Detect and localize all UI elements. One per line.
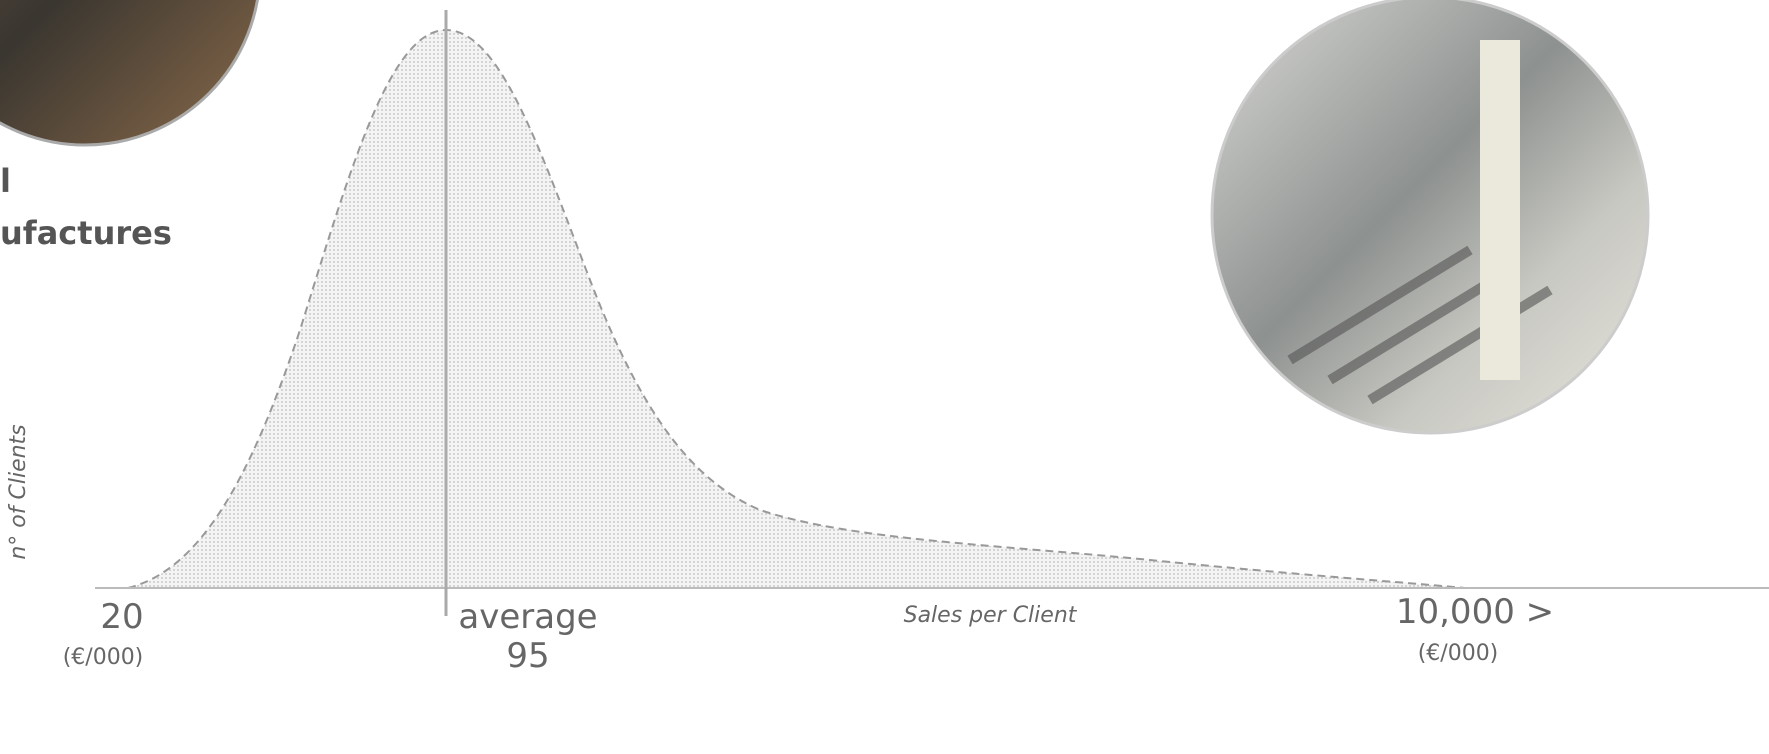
x-max-unit: (€/000) bbox=[1418, 641, 1499, 666]
average-value: 95 bbox=[506, 636, 549, 676]
x-max-label: 10,000 > bbox=[1396, 592, 1554, 632]
x-min-unit: (€/000) bbox=[63, 645, 144, 670]
heading-line: l bbox=[0, 162, 11, 200]
x-min-label: 20 bbox=[100, 597, 143, 637]
x-axis-label: Sales per Client bbox=[904, 603, 1078, 628]
y-axis-label: n° of Clients bbox=[6, 424, 31, 559]
photo-frame bbox=[1480, 40, 1520, 380]
heading-line: ufactures bbox=[0, 214, 172, 252]
average-label: average bbox=[458, 597, 597, 637]
photo-machinery bbox=[1210, 0, 1650, 435]
photo-workshop bbox=[0, 0, 259, 147]
distribution-curve bbox=[127, 28, 1466, 589]
